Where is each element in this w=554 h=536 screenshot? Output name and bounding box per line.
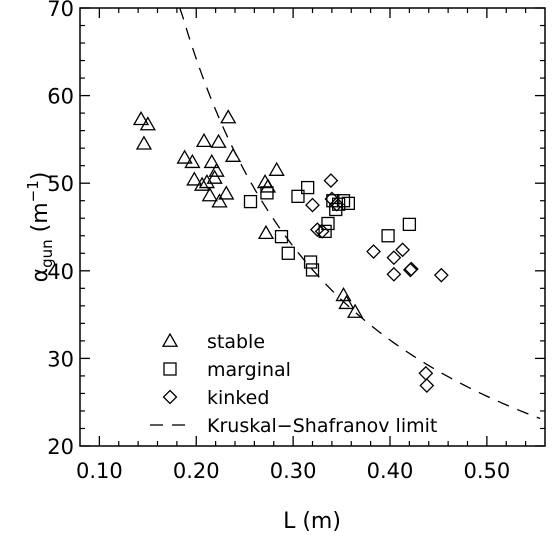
stable-point [193,176,211,191]
marginal-point [321,216,335,231]
kinked-point [314,223,330,239]
curve-layer [179,7,541,420]
marginal-point [291,189,305,203]
kinked-point [403,261,419,277]
stable-point [338,294,355,310]
marginal-point [301,180,315,195]
stable-point [268,161,285,176]
marginal-point [318,224,332,239]
y-axis-label: αgun (m−1) [24,172,56,283]
kinked-point [305,197,320,213]
kinked-point [309,222,325,238]
y-axis-label-sub: gun [38,239,56,268]
legend-label-kruskal-shafranov: Kruskal−Shafranov limit [207,415,437,437]
marginal-point [402,217,417,232]
stable-point [220,109,237,124]
stable-point [176,149,193,164]
stable-point [186,171,203,186]
kinked-point [395,242,411,258]
legend-label-marginal: marginal [207,359,291,381]
y-tick-label: 30 [47,347,74,371]
stable-point [259,178,277,193]
stable-point [195,132,213,148]
legend-marker-marginal [163,362,177,376]
stable-point [201,187,218,202]
x-tick-label: 0.20 [173,459,220,483]
y-tick-label: 70 [47,0,74,21]
kinked-point [418,365,434,381]
y-axis-label-sup: −1 [24,180,42,202]
stable-point [208,162,225,177]
stable-point [198,174,216,189]
stable-point [347,303,364,318]
y-axis-label-unit-close: ) [28,172,53,181]
stable-point [203,153,220,169]
tick-labels: 0.10 0.20 0.30 0.40 0.50 20 30 40 50 60 70 [47,0,510,483]
marginal-point [303,255,318,269]
stable-point [224,147,242,162]
stable-point [210,133,227,148]
points-layer [132,109,449,393]
legend: stable marginal kinked Kruskal−Shafranov li… [150,331,437,437]
stable-point [184,153,201,169]
y-axis-label-unit-open: (m [28,202,53,239]
kinked-point [419,378,435,393]
y-tick-label: 20 [47,435,74,459]
legend-label-stable: stable [207,331,265,353]
kinked-point [386,250,402,266]
marginal-point [305,263,320,277]
marginal-point [274,229,289,244]
x-tick-label: 0.10 [76,459,123,483]
y-tick-label: 40 [47,260,74,284]
stable-point [211,193,228,208]
kinked-point [366,244,381,259]
kinked-point [386,266,402,282]
kinked-point [323,173,339,188]
kinked-point [329,196,345,212]
y-tick-label: 60 [47,85,74,109]
x-tick-label: 0.40 [367,459,414,483]
axis-ticks [80,7,545,447]
marginal-point [260,186,274,200]
stable-point [132,110,150,126]
x-axis-label: L (m) [283,509,341,534]
kinked-point [433,267,449,283]
x-tick-label: 0.50 [463,459,510,483]
y-tick-label: 50 [47,172,74,196]
stable-point [218,185,235,200]
kruskal-shafranov-curve [179,7,541,420]
stable-point [139,116,156,131]
y-axis-label-base: α [28,268,53,283]
marginal-point [243,194,258,209]
legend-marker-kinked [162,389,178,405]
stable-point [206,169,223,184]
marginal-point [381,229,395,243]
stable-point [135,135,153,150]
legend-label-kinked: kinked [207,387,269,409]
x-tick-label: 0.30 [270,459,317,483]
stable-point [257,224,275,240]
marginal-point [281,246,295,260]
legend-marker-stable [161,332,179,347]
plot-frame [79,7,546,447]
